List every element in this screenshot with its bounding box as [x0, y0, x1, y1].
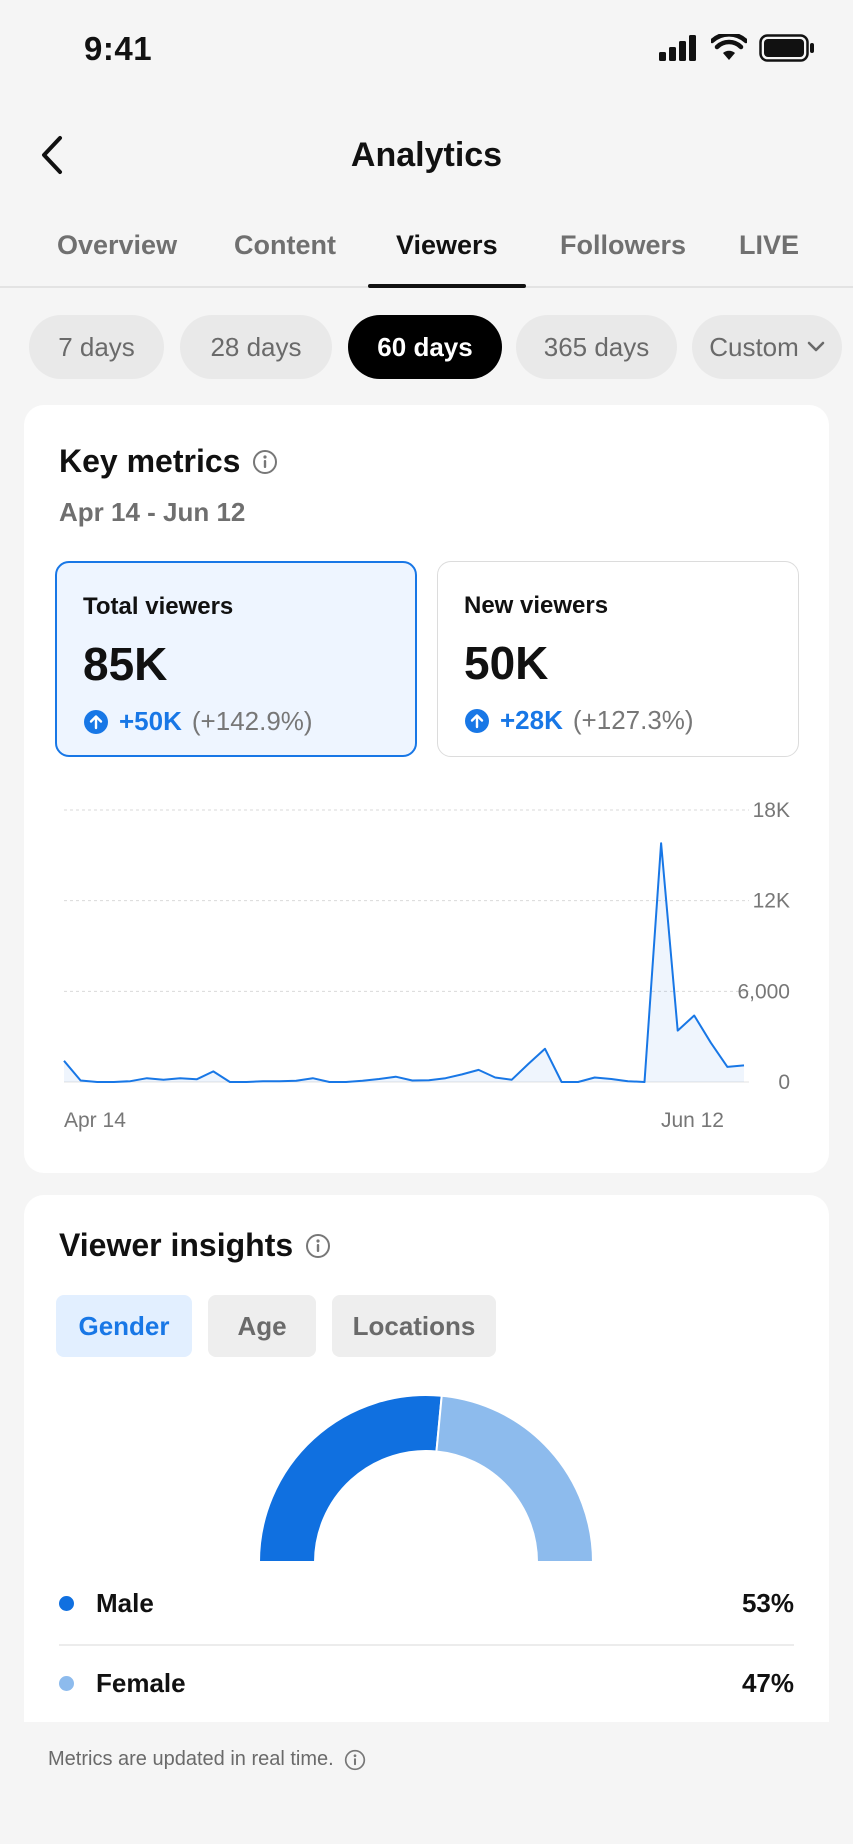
legend-label: Male: [96, 1587, 154, 1618]
tab-viewers[interactable]: Viewers: [368, 230, 526, 288]
filter-365-days[interactable]: 365 days: [516, 315, 677, 379]
filter-60-days[interactable]: 60 days: [348, 315, 502, 379]
chevron-left-icon: [42, 136, 62, 174]
legend-dot-male: [59, 1595, 74, 1611]
donut-slice-female: [435, 1394, 595, 1563]
viewer-insights-title: Viewer insights: [59, 1227, 294, 1263]
metric-value: 85K: [83, 638, 168, 690]
metric-label: New viewers: [464, 592, 609, 619]
metric-total-viewers[interactable]: Total viewers 85K +50K (+142.9%): [55, 561, 417, 757]
page-title: Analytics: [350, 136, 503, 174]
legend-row-male: Male 53%: [59, 1564, 794, 1642]
change-absolute: +28K: [500, 705, 563, 735]
segment-locations[interactable]: Locations: [332, 1295, 496, 1357]
metric-value: 50K: [464, 637, 549, 689]
arrow-up-circle-icon: [465, 708, 489, 733]
filter-custom-label: Custom: [709, 331, 799, 362]
metric-label: Total viewers: [83, 593, 234, 620]
y-tick-label: 12K: [753, 890, 790, 913]
legend-value: 53%: [741, 1587, 794, 1618]
gender-donut-chart: [257, 1394, 595, 1563]
divider: [59, 1644, 794, 1646]
chart-line: [63, 842, 745, 1083]
key-metrics-header: Key metrics: [59, 443, 278, 480]
footer-note: Metrics are updated in real time.: [48, 1748, 366, 1771]
metric-change: +28K (+127.3%): [464, 705, 694, 736]
date-range: Apr 14 - Jun 12: [59, 497, 246, 527]
footer-text: Metrics are updated in real time.: [48, 1748, 334, 1770]
change-percent: (+127.3%): [572, 705, 694, 735]
viewer-insights-header: Viewer insights: [59, 1227, 331, 1264]
tab-live[interactable]: LIVE: [739, 230, 800, 260]
viewer-insights-card: Viewer insights Gender Age Locations Mal…: [24, 1195, 829, 1722]
legend-row-female: Female 47%: [59, 1644, 794, 1722]
status-time: 9:41: [84, 30, 153, 67]
segment-gender[interactable]: Gender: [56, 1295, 192, 1357]
metric-change: +50K (+142.9%): [83, 706, 313, 737]
filter-custom[interactable]: Custom: [692, 315, 842, 379]
filter-28-days[interactable]: 28 days: [180, 315, 332, 379]
legend-dot-female: [59, 1675, 74, 1691]
viewers-line-chart: 18K 12K 6,000 0 Apr 14 Jun 12: [63, 799, 790, 1132]
x-tick-label-start: Apr 14: [64, 1109, 126, 1132]
status-bar: 9:41: [0, 0, 853, 100]
nav-bar: Analytics: [0, 118, 853, 198]
battery-icon: [759, 34, 815, 67]
y-tick-label: 6,000: [737, 980, 790, 1003]
filter-7-days[interactable]: 7 days: [29, 315, 164, 379]
key-metrics-title: Key metrics: [59, 443, 241, 479]
legend-value: 47%: [741, 1667, 794, 1698]
legend-label: Female: [96, 1667, 186, 1698]
status-icons: [659, 32, 815, 67]
tab-content[interactable]: Content: [234, 230, 336, 260]
donut-slice-male: [257, 1394, 443, 1563]
tab-bar: Overview Content Viewers Followers LIVE: [0, 218, 853, 288]
tab-overview[interactable]: Overview: [57, 230, 178, 260]
y-tick-label: 0: [778, 1071, 790, 1094]
signal-icon: [659, 35, 699, 66]
tab-followers[interactable]: Followers: [560, 230, 687, 260]
change-percent: (+142.9%): [191, 706, 313, 736]
back-button[interactable]: [30, 130, 74, 180]
chart-area: [64, 843, 744, 1082]
y-tick-label: 18K: [753, 799, 790, 822]
info-icon[interactable]: [344, 1749, 366, 1771]
segment-age[interactable]: Age: [208, 1295, 316, 1357]
wifi-icon: [709, 32, 749, 67]
x-tick-label-end: Jun 12: [661, 1109, 724, 1132]
chevron-down-icon: [807, 341, 825, 352]
info-icon[interactable]: [305, 1233, 331, 1259]
key-metrics-card: Key metrics Apr 14 - Jun 12 Total viewer…: [24, 405, 829, 1173]
arrow-up-circle-icon: [84, 709, 108, 734]
metric-new-viewers[interactable]: New viewers 50K +28K (+127.3%): [437, 561, 799, 757]
change-absolute: +50K: [119, 706, 182, 736]
info-icon[interactable]: [252, 449, 278, 475]
